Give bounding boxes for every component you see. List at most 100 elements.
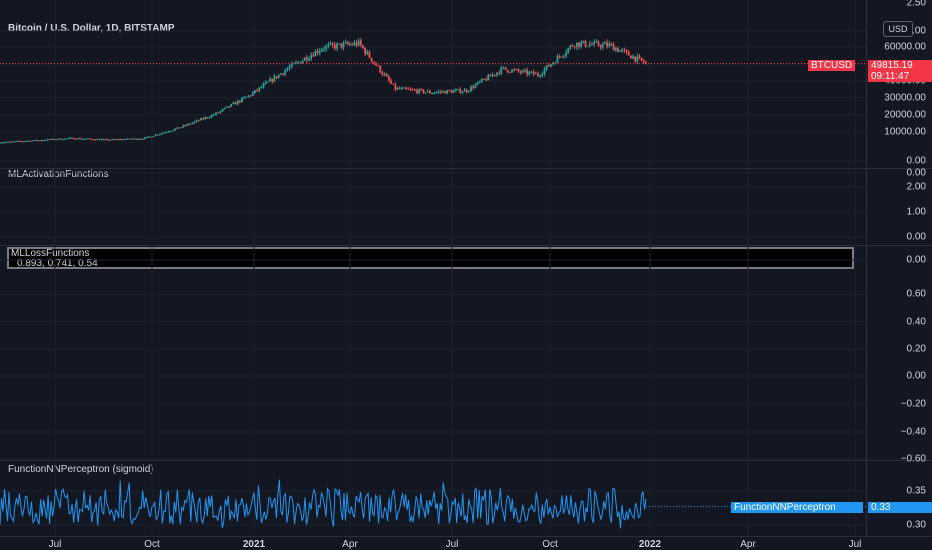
price-candle [472,86,475,89]
price-candle [215,112,217,115]
price-pane[interactable]: Bitcoin / U.S. Dollar, 1D, BITSTAMP [0,0,866,168]
price-candle [521,70,524,73]
price-candle [146,136,148,138]
price-candle [20,141,23,143]
price-candle [362,45,364,49]
price-candle [364,48,367,54]
price-candle [515,69,518,71]
price-candle [318,51,321,53]
perceptron-value-tag: 0.33 [868,502,932,513]
price-candle [560,56,563,58]
price-candle [612,44,615,51]
price-candle [262,83,265,88]
activation-pane[interactable]: MLActivationFunctions [0,169,866,245]
price-candle [288,66,291,69]
price-candle [344,42,347,44]
price-candle [120,139,122,141]
price-candle [578,42,580,47]
y-tick-label: 0.00 [906,231,926,243]
price-candle [519,71,522,73]
price-candle [379,65,382,73]
price-candle [588,44,591,47]
y-tick-label: 2.00 [906,181,926,193]
price-candle [74,139,77,141]
price-candle [342,43,345,48]
price-candle [329,43,332,45]
price-candle [491,74,494,77]
y-tick-label: 0.35 [906,485,926,497]
price-candle [534,73,537,75]
price-candle [593,41,596,45]
pane-divider[interactable] [0,245,932,246]
price-candle [299,62,302,64]
y-tick-label: 0.20 [906,343,926,355]
price-candle [245,96,248,98]
price-candle [467,90,470,93]
price-candle [424,92,427,94]
price-candle [232,102,235,105]
price-candle [133,138,135,140]
price-candle [33,140,36,142]
price-candle [573,46,576,48]
price-candle [16,140,19,142]
price-candle [180,127,183,129]
perceptron-pane[interactable]: FunctionNNPerceptron (sigmoid) [0,461,866,536]
price-candle [597,41,600,46]
price-candle [267,81,269,83]
price-candle [57,138,60,140]
price-candle [197,120,200,122]
price-candle [117,139,120,141]
price-candle [143,137,146,140]
price-candle [314,51,317,57]
price-candle [295,62,297,64]
price-candle [219,110,222,113]
price-candle [305,57,308,61]
price-candle [212,114,215,116]
x-tick-label: Oct [542,539,558,550]
price-candle [148,136,150,138]
price-candle [189,123,192,125]
y-tick-label: 1.00 [906,206,926,218]
price-candle [258,87,261,91]
price-candle [204,117,207,120]
y-tick-label: 0.00 [906,155,926,167]
price-axis[interactable]: 2.5070000.0060000.0050000.0040000.003000… [866,0,932,536]
price-candle [7,141,10,143]
y-tick-label: 2.50 [906,0,926,9]
price-candle [506,69,509,73]
x-tick-label: Jul [848,539,862,550]
price-candle [321,49,323,52]
price-candle [61,139,64,141]
price-candle [485,79,488,81]
price-candle [171,130,174,132]
price-candle [504,67,507,70]
price-candle [457,89,459,91]
price-candle [359,40,362,46]
price-candle [601,44,604,48]
price-candle [316,51,319,53]
price-candle [357,40,360,46]
price-candle [284,70,287,75]
price-candle [290,63,293,67]
price-candle [623,49,626,51]
price-candle [426,90,429,93]
currency-button[interactable]: USD [883,21,913,37]
price-candle [569,45,572,49]
price-candle [498,72,500,74]
price-candle [439,91,442,93]
price-candle [323,48,325,50]
price-candle [98,139,101,141]
price-candle [599,45,602,48]
price-candle [338,43,341,45]
price-candle [517,69,520,72]
price-candle [109,139,112,141]
pane-divider[interactable] [0,168,932,169]
price-candle [493,74,496,76]
price-candle [48,139,51,141]
pane-divider[interactable] [0,460,932,461]
price-candle [40,140,42,142]
price-candle [340,43,343,48]
price-candle [76,138,79,140]
x-tick-label: Oct [144,539,160,550]
